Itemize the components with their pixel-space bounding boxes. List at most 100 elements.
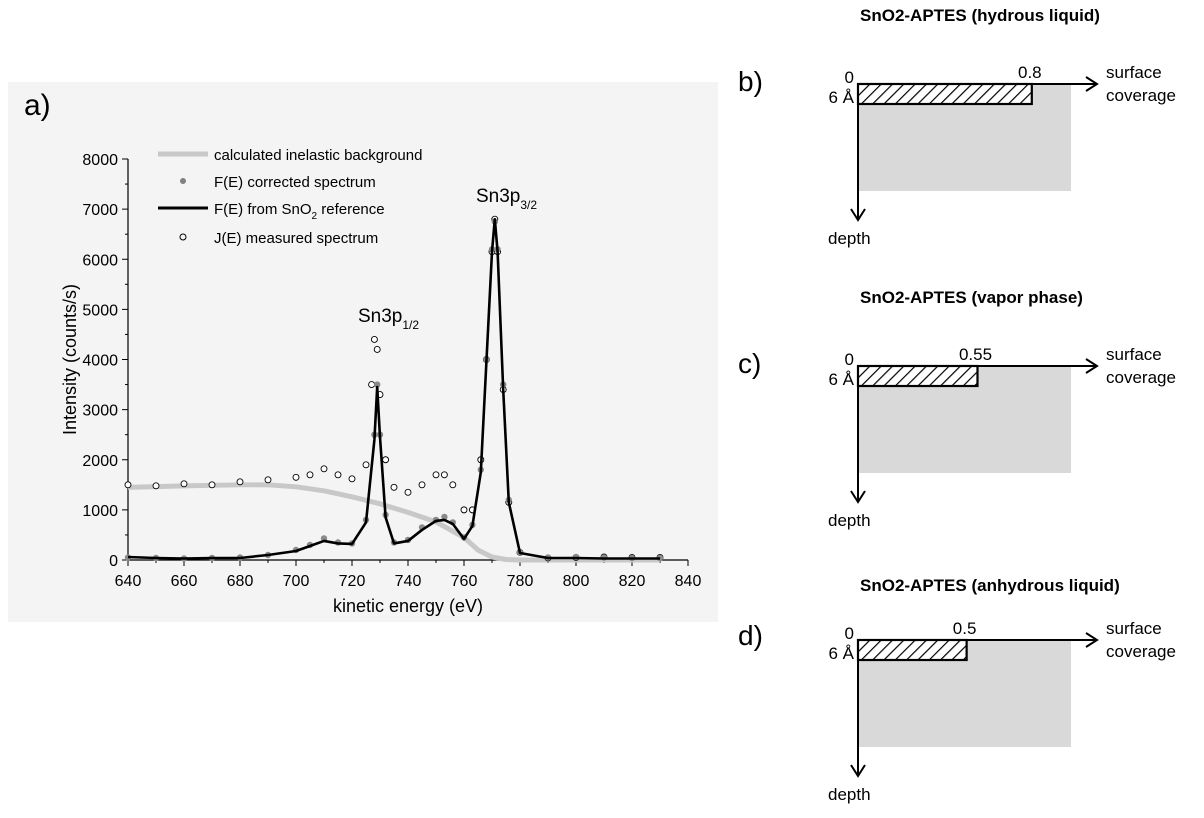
legend-label-reference-sub: 2 (312, 211, 318, 222)
panel-c-title: SnO2-APTES (vapor phase) (860, 288, 1083, 307)
measured-point (264, 476, 272, 484)
spectrum-plot: a) 640 660 680 700 720 740 760 780 800 820 840 0 100… (8, 82, 718, 622)
panel-c-letter: c) (738, 348, 762, 379)
measured-point (449, 481, 457, 489)
legend-label-reference: F(E) from SnO2 reference (214, 201, 385, 222)
x-tick-label: 800 (563, 573, 590, 590)
coverage-label: coverage (1106, 642, 1176, 661)
measured-point (348, 475, 356, 483)
measured-point (373, 346, 381, 353)
x-axis-label: kinetic energy (eV) (333, 596, 483, 616)
panel-letter-a: a) (24, 89, 51, 122)
zero-label: 0 (845, 624, 854, 643)
zero-label: 0 (845, 350, 854, 369)
surface-axis-arrowhead (1085, 76, 1099, 92)
annotation-sn3p32-sub: 3/2 (520, 198, 537, 212)
depth-axis-arrowhead (850, 208, 866, 222)
measured-point (320, 465, 328, 473)
y-tick-label: 2000 (82, 453, 118, 470)
measured-point (152, 482, 160, 490)
measured-point (208, 481, 216, 489)
measured-point (362, 461, 370, 469)
depth-6a-label: 6 Å (828, 644, 854, 663)
x-tick-label: 700 (283, 573, 310, 590)
legend-label-corrected: F(E) corrected spectrum (214, 174, 376, 191)
annotation-sn3p32-main: Sn3p (476, 186, 520, 207)
coverage-value-label: 0.5 (953, 619, 977, 638)
depth-6a-label: 6 Å (828, 88, 854, 107)
y-axis-label: Intensity (counts/s) (60, 284, 80, 435)
surface-label: surface (1106, 619, 1162, 638)
measured-point (180, 480, 188, 488)
measured-point (418, 481, 426, 489)
x-tick-label: 660 (171, 573, 198, 590)
measured-point (382, 456, 390, 464)
coverage-label: coverage (1106, 368, 1176, 387)
series-reference-line (127, 217, 660, 560)
corrected-point (441, 513, 448, 521)
y-tick-label: 6000 (82, 252, 118, 269)
coverage-bar (856, 638, 968, 662)
legend: calculated inelastic background F(E) cor… (158, 147, 422, 247)
depth-label: depth (828, 511, 871, 530)
y-tick-label: 0 (109, 553, 118, 570)
x-tick-label: 840 (675, 573, 702, 590)
panel-d-title: SnO2-APTES (anhydrous liquid) (860, 576, 1120, 595)
panel-b-title: SnO2-APTES (hydrous liquid) (860, 6, 1100, 25)
coverage-diagram-d: 06 Å 0.5 surface coverage depth (828, 619, 1176, 804)
axes: 640 660 680 700 720 740 760 780 800 820 840 0 1000 20… (60, 152, 701, 616)
x-tick-label: 680 (227, 573, 254, 590)
measured-point (432, 471, 440, 479)
annotation-sn3p12-main: Sn3p (358, 306, 402, 327)
series-layer (124, 215, 664, 563)
corrected-point (374, 381, 381, 388)
annotation-sn3p32: Sn3p3/2 (476, 186, 537, 212)
coverage-value-label: 0.55 (959, 345, 992, 364)
x-tick-label: 820 (619, 573, 646, 590)
measured-point (404, 488, 412, 496)
annotation-sn3p12-sub: 1/2 (402, 318, 419, 332)
surface-label: surface (1106, 345, 1162, 364)
y-tick-label: 7000 (82, 202, 118, 219)
measured-point (236, 478, 244, 486)
legend-swatch-measured (179, 233, 187, 241)
measured-point (370, 336, 378, 343)
depth-label: depth (828, 785, 871, 804)
depth-axis-arrowhead (850, 490, 866, 504)
measured-point (292, 473, 300, 481)
y-tick-label: 8000 (82, 152, 118, 169)
depth-label: depth (828, 229, 871, 248)
measured-point (440, 471, 448, 479)
surface-axis-arrowhead (1085, 632, 1099, 648)
coverage-diagram-c: 06 Å 0.55 surface coverage depth (828, 345, 1176, 530)
legend-label-background: calculated inelastic background (214, 147, 422, 164)
coverage-diagram-b: 06 Å 0.8 surface coverage depth (828, 63, 1176, 248)
legend-swatch-corrected (180, 178, 186, 184)
measured-point (390, 483, 398, 491)
legend-label-reference-main: F(E) from SnO (214, 201, 312, 218)
coverage-bar (856, 82, 1033, 106)
y-tick-label: 5000 (82, 302, 118, 319)
x-tick-label: 640 (115, 573, 142, 590)
x-tick-label: 780 (507, 573, 534, 590)
depth-6a-label: 6 Å (828, 370, 854, 389)
y-tick-label: 4000 (82, 353, 118, 370)
x-tick-label: 740 (395, 573, 422, 590)
measured-point (306, 471, 314, 479)
x-tick-label: 720 (339, 573, 366, 590)
panel-d-letter: d) (738, 620, 763, 651)
measured-point (368, 381, 376, 389)
surface-label: surface (1106, 63, 1162, 82)
x-tick-label: 760 (451, 573, 478, 590)
measured-point (124, 481, 132, 489)
coverage-bar (856, 364, 979, 388)
coverage-label: coverage (1106, 86, 1176, 105)
surface-axis-arrowhead (1085, 358, 1099, 374)
legend-label-reference-tail: reference (317, 201, 385, 218)
measured-point (460, 506, 468, 514)
plot-background-panel (8, 82, 718, 622)
y-tick-label: 3000 (82, 403, 118, 420)
annotation-sn3p12: Sn3p1/2 (358, 306, 419, 332)
depth-axis-arrowhead (850, 764, 866, 778)
measured-point (334, 471, 342, 479)
